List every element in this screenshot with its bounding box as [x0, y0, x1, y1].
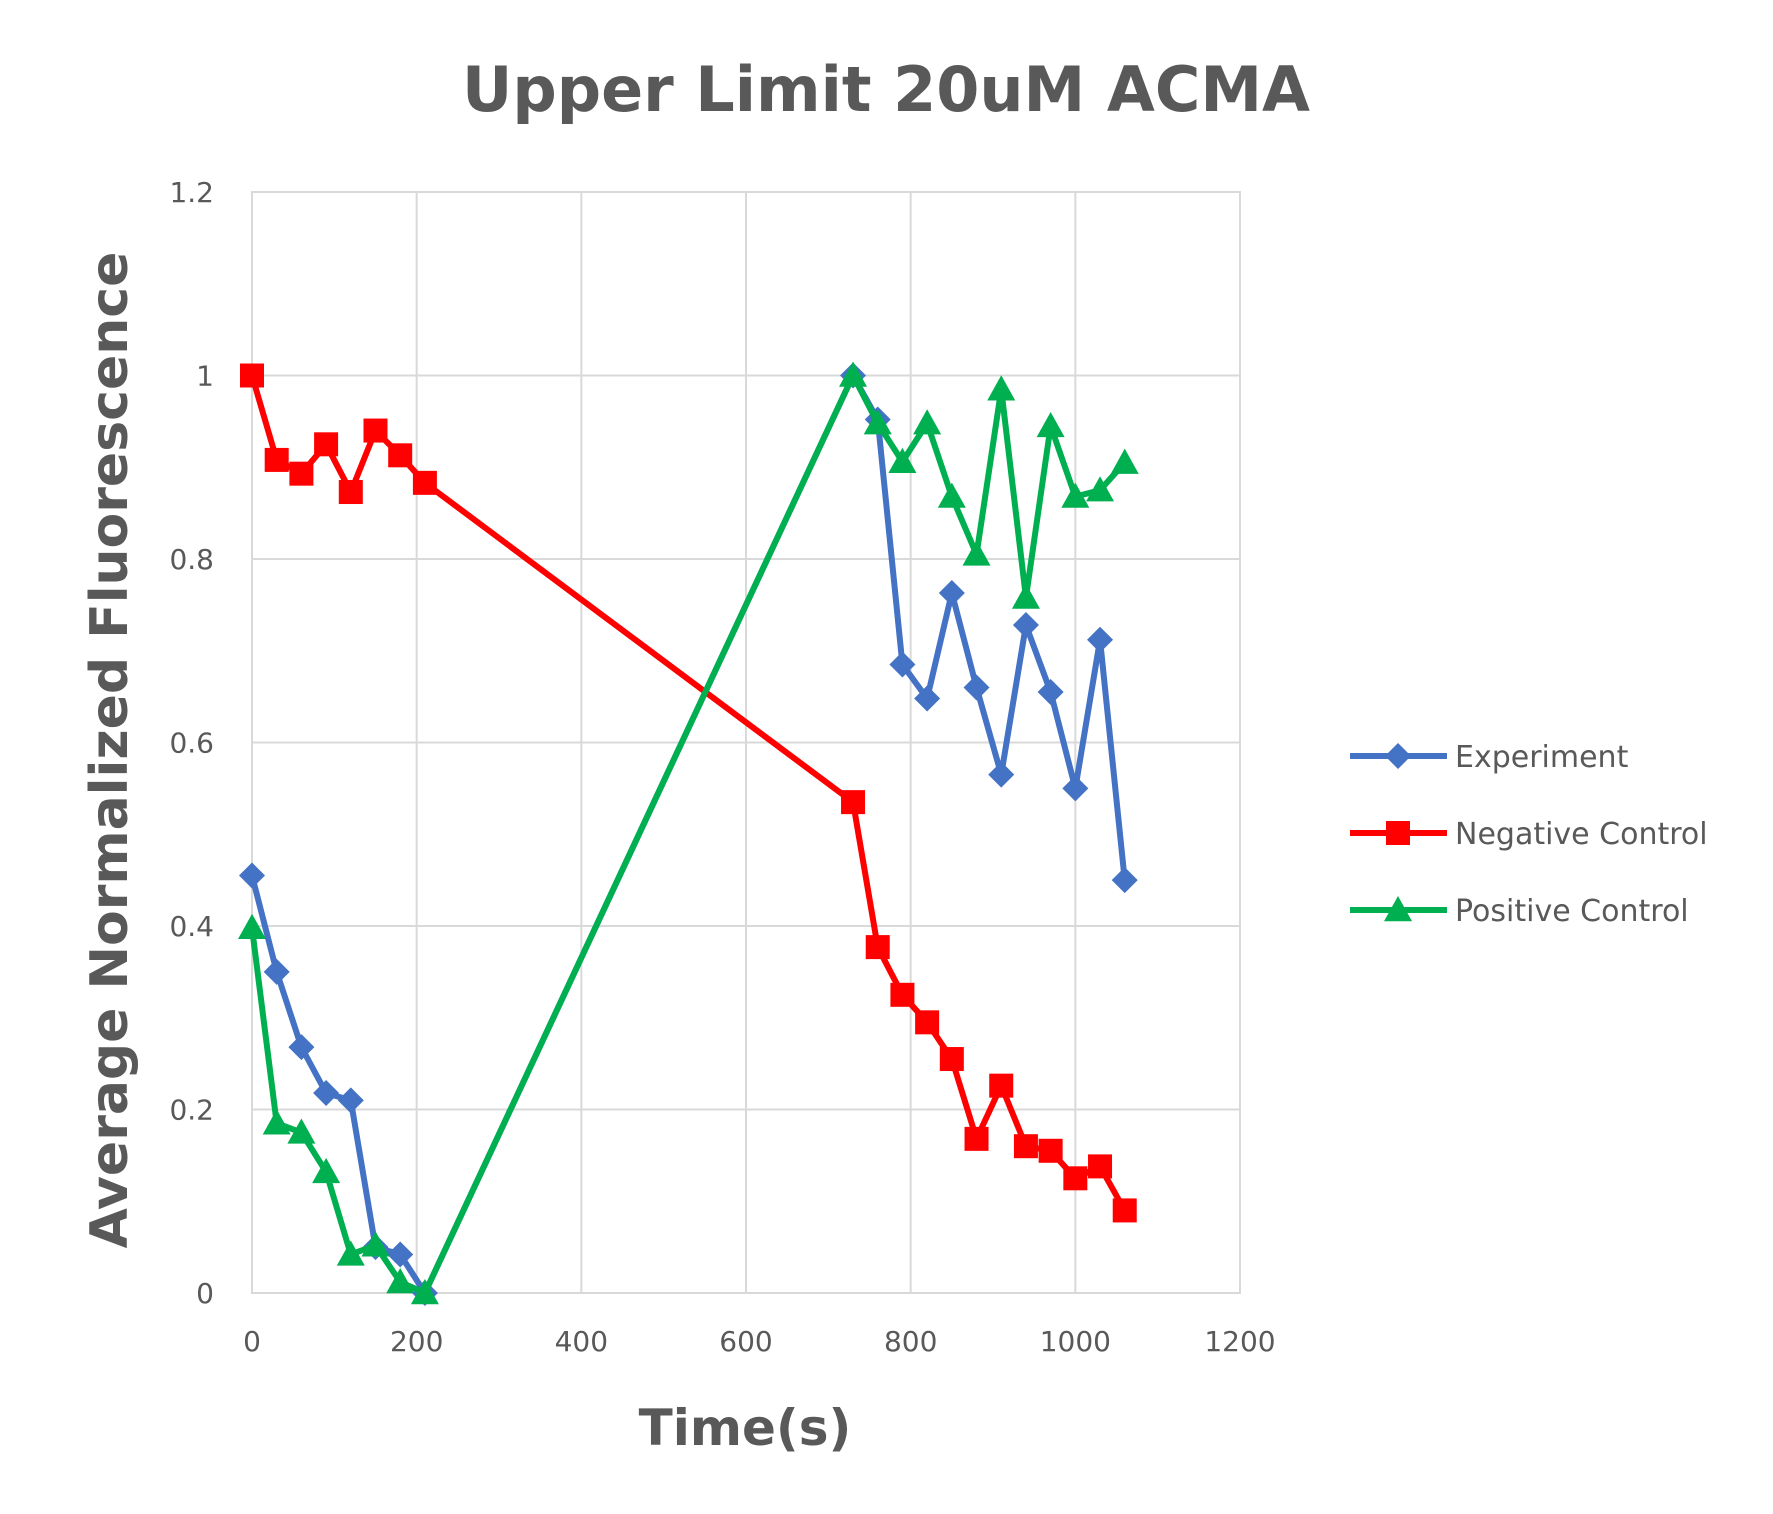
y-tick-label: 0.4: [169, 910, 214, 943]
data-point-positive-control: [1036, 411, 1065, 438]
series-negative-control: [240, 363, 1137, 1223]
data-point-negative-control: [989, 1073, 1014, 1098]
data-point-positive-control: [312, 1157, 341, 1184]
data-point-negative-control: [915, 1010, 940, 1035]
data-point-experiment: [337, 1087, 364, 1114]
chart-title: Upper Limit 20uM ACMA: [462, 53, 1310, 126]
x-tick-label: 800: [884, 1325, 937, 1358]
data-point-positive-control: [1086, 476, 1115, 502]
data-point-experiment: [914, 685, 941, 712]
data-point-negative-control: [388, 443, 413, 468]
y-tick-label: 0: [196, 1277, 214, 1310]
gridlines: [251, 191, 1241, 1294]
data-point-positive-control: [410, 1279, 439, 1305]
data-point-experiment: [1111, 867, 1138, 894]
series-line-positive-control: [249, 372, 1128, 1296]
data-point-positive-control: [287, 1118, 316, 1144]
data-point-positive-control: [913, 409, 942, 435]
series-layer: [238, 361, 1139, 1306]
legend-item-positive-control: Positive Control: [1350, 894, 1689, 929]
legend: Experiment Negative Control Positive Contr…: [1350, 740, 1708, 929]
data-point-negative-control: [240, 363, 264, 388]
y-tick-label: 1.2: [169, 176, 214, 209]
data-point-positive-control: [888, 447, 917, 473]
x-tick-label: 200: [390, 1325, 443, 1358]
series-positive-control: [238, 361, 1139, 1305]
data-point-positive-control: [987, 375, 1016, 401]
data-point-experiment: [988, 761, 1015, 788]
data-point-positive-control: [962, 540, 991, 566]
data-point-negative-control: [1112, 1198, 1137, 1223]
legend-label-experiment: Experiment: [1455, 740, 1629, 775]
data-point-negative-control: [363, 418, 388, 443]
data-point-negative-control: [314, 432, 339, 457]
plot-area: [251, 191, 1241, 1294]
data-point-negative-control: [1088, 1154, 1113, 1179]
data-point-positive-control: [937, 482, 966, 508]
data-point-positive-control: [1011, 583, 1040, 609]
data-point-negative-control: [890, 982, 915, 1007]
series-experiment: [239, 362, 1138, 1306]
legend-label-negative-control: Negative Control: [1455, 817, 1708, 852]
x-tick-label: 1200: [1204, 1325, 1275, 1358]
data-point-positive-control: [262, 1109, 291, 1135]
data-point-experiment: [313, 1079, 340, 1106]
y-tick-label: 1: [196, 360, 214, 393]
legend-marker-negative-control: [1386, 821, 1410, 845]
data-point-negative-control: [841, 790, 866, 815]
data-point-experiment: [1037, 679, 1064, 706]
data-point-experiment: [288, 1034, 315, 1061]
x-axis-ticks: 0 200 400 600 800 1000 1200: [243, 1325, 1276, 1358]
legend-marker-positive-control: [1384, 896, 1412, 922]
data-point-negative-control: [264, 447, 289, 472]
data-point-negative-control: [289, 461, 314, 486]
x-tick-label: 0: [243, 1325, 261, 1358]
data-point-experiment: [938, 579, 965, 606]
data-point-positive-control: [361, 1231, 390, 1257]
data-point-negative-control: [412, 470, 437, 495]
data-point-positive-control: [386, 1267, 415, 1294]
x-axis-title: Time(s): [639, 1399, 852, 1457]
data-point-positive-control: [863, 409, 892, 435]
data-point-negative-control: [1013, 1134, 1038, 1159]
data-point-negative-control: [964, 1126, 989, 1151]
data-point-positive-control: [336, 1240, 365, 1266]
data-point-experiment: [889, 651, 916, 678]
data-point-experiment: [963, 674, 990, 701]
y-tick-label: 0.8: [169, 543, 214, 576]
data-point-negative-control: [1038, 1138, 1063, 1163]
legend-label-positive-control: Positive Control: [1455, 894, 1689, 929]
data-point-positive-control: [1110, 448, 1139, 474]
data-point-negative-control: [338, 480, 363, 505]
data-point-negative-control: [939, 1047, 964, 1072]
y-tick-label: 0.6: [169, 727, 214, 760]
y-axis-title: Average Normalized Fluorescence: [80, 252, 140, 1249]
x-tick-label: 1000: [1040, 1325, 1111, 1358]
data-point-experiment: [1062, 775, 1089, 802]
legend-item-negative-control: Negative Control: [1350, 817, 1708, 852]
data-point-experiment: [1087, 626, 1114, 653]
data-point-experiment: [239, 862, 265, 889]
x-tick-label: 400: [555, 1325, 608, 1358]
legend-marker-experiment: [1385, 743, 1411, 769]
x-tick-label: 600: [719, 1325, 772, 1358]
y-tick-label: 0.2: [169, 1094, 214, 1127]
series-line-experiment: [249, 372, 1128, 1296]
data-point-experiment: [1012, 612, 1039, 639]
data-point-positive-control: [1061, 482, 1090, 508]
data-point-experiment: [263, 958, 290, 985]
y-axis-ticks: 0 0.2 0.4 0.6 0.8 1 1.2: [169, 176, 214, 1310]
data-point-negative-control: [865, 935, 890, 960]
data-point-experiment: [387, 1241, 414, 1268]
data-point-positive-control: [839, 361, 868, 387]
legend-item-experiment: Experiment: [1350, 740, 1629, 775]
data-point-positive-control: [238, 913, 266, 940]
data-point-negative-control: [1063, 1166, 1088, 1191]
